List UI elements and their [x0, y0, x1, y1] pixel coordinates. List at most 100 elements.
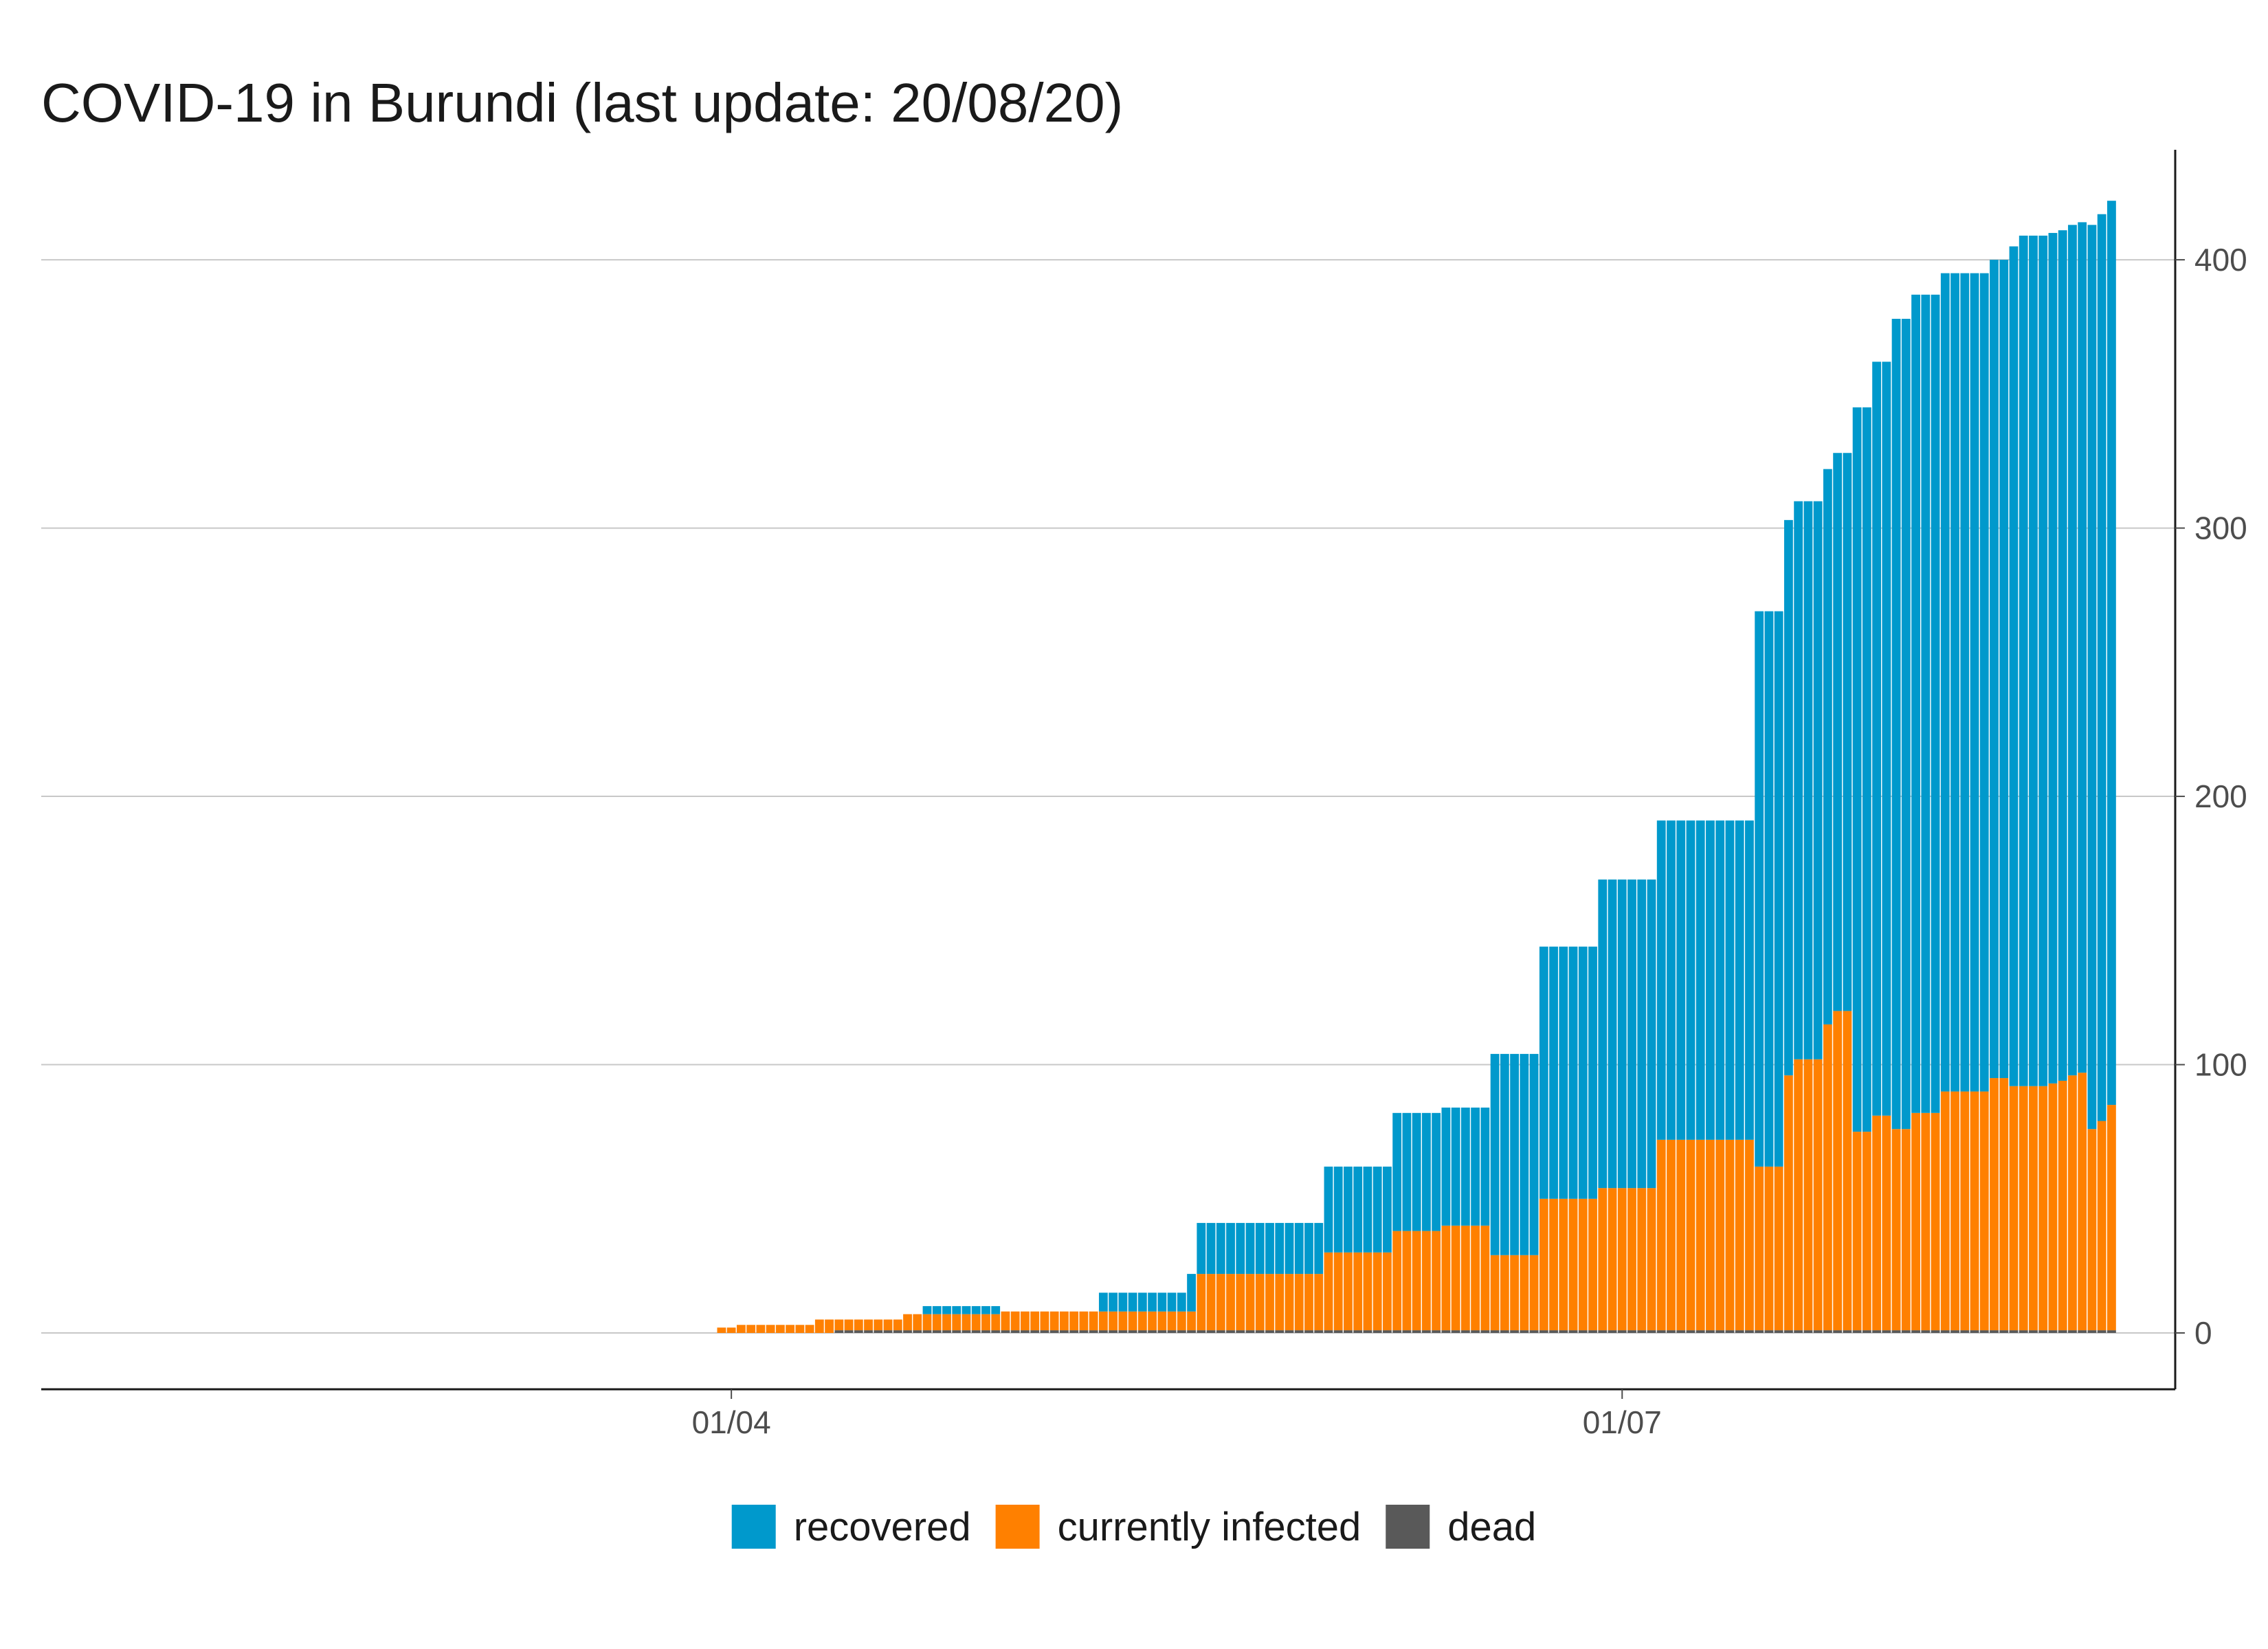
bar-currently-infected-2020-06-08: [1392, 1231, 1402, 1331]
bar-recovered-2020-04-24: [952, 1305, 961, 1314]
bar-dead-2020-06-18: [1490, 1330, 1500, 1333]
legend-item-dead: dead: [1386, 1505, 1536, 1549]
bar-currently-infected-2020-08-16: [2068, 1075, 2077, 1331]
bar-recovered-2020-06-17: [1480, 1108, 1490, 1226]
bar-recovered-2020-07-08: [1686, 820, 1696, 1140]
bar-recovered-2020-08-14: [2048, 233, 2058, 1084]
bar-currently-infected-2020-06-17: [1480, 1225, 1490, 1331]
bar-recovered-2020-06-29: [1598, 879, 1608, 1189]
bar-currently-infected-2020-06-04: [1353, 1252, 1363, 1331]
bar-currently-infected-2020-05-09: [1098, 1311, 1108, 1331]
bar-currently-infected-2020-05-28: [1285, 1274, 1294, 1331]
bar-currently-infected-2020-08-04: [1950, 1091, 1959, 1331]
bar-currently-infected-2020-05-22: [1226, 1274, 1235, 1331]
bar-currently-infected-2020-06-07: [1383, 1252, 1392, 1331]
y-ticks: 0 100 200 300 400: [2175, 242, 2247, 1351]
bar-recovered-2020-06-05: [1363, 1166, 1372, 1253]
bar-recovered-2020-05-10: [1109, 1292, 1118, 1312]
bar-dead-2020-06-03: [1344, 1330, 1353, 1333]
bar-currently-infected-2020-08-18: [2087, 1129, 2097, 1331]
bar-currently-infected-2020-04-19: [903, 1314, 912, 1331]
bar-currently-infected-2020-06-10: [1412, 1231, 1421, 1331]
bar-currently-infected-2020-07-12: [1725, 1139, 1735, 1331]
bar-currently-infected-2020-07-06: [1667, 1139, 1676, 1331]
bar-currently-infected-2020-06-21: [1520, 1255, 1529, 1331]
axes: [41, 150, 2177, 1391]
bar-currently-infected-2020-03-31: [717, 1327, 726, 1333]
bar-currently-infected-2020-06-05: [1363, 1252, 1372, 1331]
bar-dead-2020-04-23: [942, 1330, 951, 1333]
bar-currently-infected-2020-05-20: [1206, 1274, 1216, 1331]
bar-recovered-2020-08-19: [2097, 214, 2106, 1121]
bar-recovered-2020-06-10: [1412, 1112, 1421, 1231]
bar-dead-2020-06-28: [1588, 1330, 1597, 1333]
bar-recovered-2020-07-12: [1725, 820, 1735, 1140]
bar-dead-2020-06-22: [1529, 1330, 1539, 1333]
bar-dead-2020-06-15: [1460, 1330, 1470, 1333]
bar-dead-2020-05-27: [1275, 1330, 1285, 1333]
bar-recovered-2020-08-18: [2087, 225, 2097, 1130]
bar-dead-2020-07-21: [1813, 1330, 1823, 1333]
bar-dead-2020-05-13: [1137, 1330, 1147, 1333]
bar-recovered-2020-06-27: [1578, 946, 1588, 1199]
bar-currently-infected-2020-08-03: [1940, 1091, 1950, 1331]
bar-dead-2020-04-12: [834, 1330, 844, 1333]
bar-currently-infected-2020-08-19: [2097, 1121, 2106, 1331]
bar-currently-infected-2020-05-07: [1079, 1311, 1089, 1331]
bar-dead-2020-04-20: [913, 1330, 922, 1333]
bar-recovered-2020-07-04: [1647, 879, 1656, 1189]
chart-title: COVID-19 in Burundi (last update: 20/08/…: [41, 72, 1124, 133]
bar-currently-infected-2020-07-20: [1803, 1059, 1813, 1331]
bar-recovered-2020-07-09: [1696, 820, 1705, 1140]
bar-dead-2020-06-11: [1421, 1330, 1431, 1333]
legend-swatch: [995, 1505, 1040, 1549]
bar-dead-2020-07-12: [1725, 1330, 1735, 1333]
bar-recovered-2020-05-14: [1148, 1292, 1157, 1312]
bar-recovered-2020-08-08: [1990, 260, 1999, 1079]
bar-currently-infected-2020-06-11: [1421, 1231, 1431, 1331]
legend: recovered currently infected dead: [731, 1505, 1536, 1549]
bar-currently-infected-2020-04-17: [883, 1319, 893, 1331]
bar-dead-2020-06-20: [1510, 1330, 1519, 1333]
bar-currently-infected-2020-07-15: [1755, 1166, 1764, 1331]
bar-dead-2020-05-31: [1314, 1330, 1324, 1333]
bar-dead-2020-04-13: [844, 1330, 854, 1333]
bar-currently-infected-2020-07-19: [1794, 1059, 1803, 1331]
bar-dead-2020-06-19: [1500, 1330, 1509, 1333]
bar-dead-2020-04-30: [1010, 1330, 1020, 1333]
bar-dead-2020-06-10: [1412, 1330, 1421, 1333]
bar-recovered-2020-05-26: [1265, 1222, 1274, 1275]
bar-dead-2020-06-08: [1392, 1330, 1402, 1333]
bar-dead-2020-07-02: [1627, 1330, 1636, 1333]
bar-currently-infected-2020-07-04: [1647, 1188, 1656, 1331]
bar-recovered-2020-08-03: [1940, 273, 1950, 1092]
bar-currently-infected-2020-07-27: [1872, 1115, 1881, 1331]
bar-dead-2020-05-08: [1089, 1330, 1098, 1333]
bar-currently-infected-2020-07-02: [1627, 1188, 1636, 1331]
bar-dead-2020-06-02: [1333, 1330, 1343, 1333]
bar-recovered-2020-04-23: [942, 1305, 951, 1314]
bar-recovered-2020-04-25: [961, 1305, 971, 1314]
bar-recovered-2020-05-28: [1285, 1222, 1294, 1275]
bar-dead-2020-06-05: [1363, 1330, 1372, 1333]
bar-dead-2020-05-10: [1109, 1330, 1118, 1333]
bar-currently-infected-2020-06-01: [1324, 1252, 1333, 1331]
bar-currently-infected-2020-07-22: [1823, 1024, 1832, 1331]
bar-dead-2020-06-06: [1372, 1330, 1382, 1333]
bar-currently-infected-2020-04-26: [971, 1314, 981, 1331]
bar-dead-2020-05-01: [1021, 1330, 1030, 1333]
bar-recovered-2020-06-18: [1490, 1053, 1500, 1255]
bar-recovered-2020-07-25: [1852, 407, 1862, 1132]
bar-currently-infected-2020-05-06: [1069, 1311, 1079, 1331]
bar-dead-2020-08-07: [1979, 1330, 1989, 1333]
bar-currently-infected-2020-04-02: [736, 1325, 746, 1333]
bar-currently-infected-2020-05-30: [1304, 1274, 1313, 1331]
bar-currently-infected-2020-04-30: [1010, 1311, 1020, 1331]
bar-currently-infected-2020-08-12: [2029, 1086, 2038, 1331]
bar-recovered-2020-06-03: [1344, 1166, 1353, 1253]
bar-recovered-2020-05-22: [1226, 1222, 1235, 1275]
bar-currently-infected-2020-08-13: [2038, 1086, 2048, 1331]
bar-currently-infected-2020-07-10: [1706, 1139, 1715, 1331]
bar-dead-2020-07-04: [1647, 1330, 1656, 1333]
bar-dead-2020-08-18: [2087, 1330, 2097, 1333]
